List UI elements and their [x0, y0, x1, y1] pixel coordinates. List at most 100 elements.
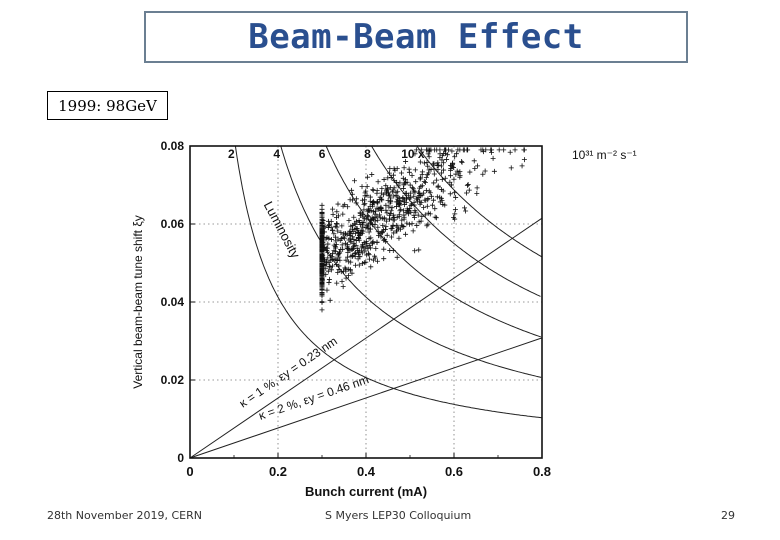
scatter-point: [328, 218, 334, 224]
scatter-point: [434, 163, 440, 169]
scatter-point: [344, 241, 350, 247]
scatter-point: [372, 253, 378, 259]
scatter-point: [417, 201, 423, 207]
scatter-point: [319, 283, 325, 289]
scatter-point: [401, 165, 407, 171]
scatter-point: [332, 244, 338, 250]
scatter-point: [412, 167, 418, 173]
scatter-point: [489, 149, 495, 155]
year-energy-label: 1999: 98GeV: [58, 96, 157, 115]
scatter-point: [428, 193, 434, 199]
scatter-point: [453, 171, 459, 177]
scatter-point: [340, 203, 346, 209]
y-tick-label: 0.08: [161, 139, 185, 153]
scatter-point: [415, 212, 421, 218]
scatter-point: [408, 202, 414, 208]
scatter-point: [466, 187, 472, 193]
scatter-point: [432, 214, 438, 220]
scatter-point: [399, 170, 405, 176]
scatter-point: [411, 212, 417, 218]
scatter-point: [496, 147, 502, 153]
scatter-point: [417, 159, 423, 165]
scatter-point: [395, 189, 401, 195]
luminosity-curve: [325, 145, 541, 338]
scatter-point: [360, 214, 366, 220]
y-tick-label: 0.04: [161, 295, 185, 309]
scatter-point: [403, 159, 409, 165]
scatter-point: [333, 238, 339, 244]
scatter-point: [426, 154, 432, 160]
scatter-point: [438, 195, 444, 201]
scatter-point: [331, 256, 337, 262]
scatter-point: [327, 252, 333, 258]
scatter-point: [362, 248, 368, 254]
scatter-point: [465, 147, 471, 153]
scatter-point: [417, 176, 423, 182]
scatter-point: [401, 224, 407, 230]
scatter-point: [321, 262, 327, 268]
scatter-point: [375, 229, 381, 235]
scatter-point: [399, 217, 405, 223]
scatter-point: [387, 165, 393, 171]
y-axis-label: Vertical beam-beam tune shift ξy: [131, 215, 145, 388]
scatter-point: [401, 180, 407, 186]
scatter-point: [335, 213, 341, 219]
scatter-point: [451, 176, 457, 182]
scatter-point: [381, 176, 387, 182]
scatter-point: [384, 189, 390, 195]
scatter-point: [349, 187, 355, 193]
scatter-point: [355, 229, 361, 235]
scatter-point: [319, 225, 325, 231]
scatter-point: [389, 234, 395, 240]
scatter-point: [440, 188, 446, 194]
scatter-point: [391, 185, 397, 191]
scatter-point: [353, 200, 359, 206]
scatter-point: [507, 149, 513, 155]
scatter-point: [319, 251, 325, 257]
scatter-point: [397, 180, 403, 186]
scatter-point: [360, 224, 366, 230]
scatter-point: [367, 203, 373, 209]
scatter-point: [398, 206, 404, 212]
scatter-point: [491, 168, 497, 174]
scatter-point: [402, 191, 408, 197]
scatter-point: [361, 219, 367, 225]
scatter-point: [454, 168, 460, 174]
scatter-point: [396, 235, 402, 241]
scatter-point: [340, 231, 346, 237]
scatter-point: [474, 185, 480, 191]
scatter-point: [383, 207, 389, 213]
scatter-point: [424, 172, 430, 178]
scatter-point: [373, 246, 379, 252]
scatter-point: [362, 190, 368, 196]
scatter-point: [357, 210, 363, 216]
scatter-point: [385, 175, 391, 181]
scatter-point: [346, 246, 352, 252]
scatter-point: [388, 208, 394, 214]
scatter-point: [424, 159, 430, 165]
scatter-point: [521, 157, 527, 163]
scatter-point: [359, 250, 365, 256]
scatter-point: [418, 193, 424, 199]
scatter-point: [450, 160, 456, 166]
scatter-point: [451, 190, 457, 196]
scatter-point: [439, 176, 445, 182]
x-tick-label: 0.4: [357, 464, 376, 479]
scatter-point: [391, 230, 397, 236]
scatter-point: [370, 187, 376, 193]
scatter-point: [406, 221, 412, 227]
scatter-point: [326, 280, 332, 286]
scatter-point: [366, 243, 372, 249]
scatter-point: [368, 226, 374, 232]
scatter-point: [394, 254, 400, 260]
scatter-point: [366, 229, 372, 235]
scatter-point: [508, 165, 514, 171]
x-tick-label: 0.6: [445, 464, 463, 479]
scatter-point: [338, 269, 344, 275]
scatter-point: [441, 150, 447, 156]
scatter-point: [426, 188, 432, 194]
scatter-point: [384, 232, 390, 238]
scatter-point: [393, 204, 399, 210]
scatter-point: [349, 191, 355, 197]
scatter-point: [356, 262, 362, 268]
